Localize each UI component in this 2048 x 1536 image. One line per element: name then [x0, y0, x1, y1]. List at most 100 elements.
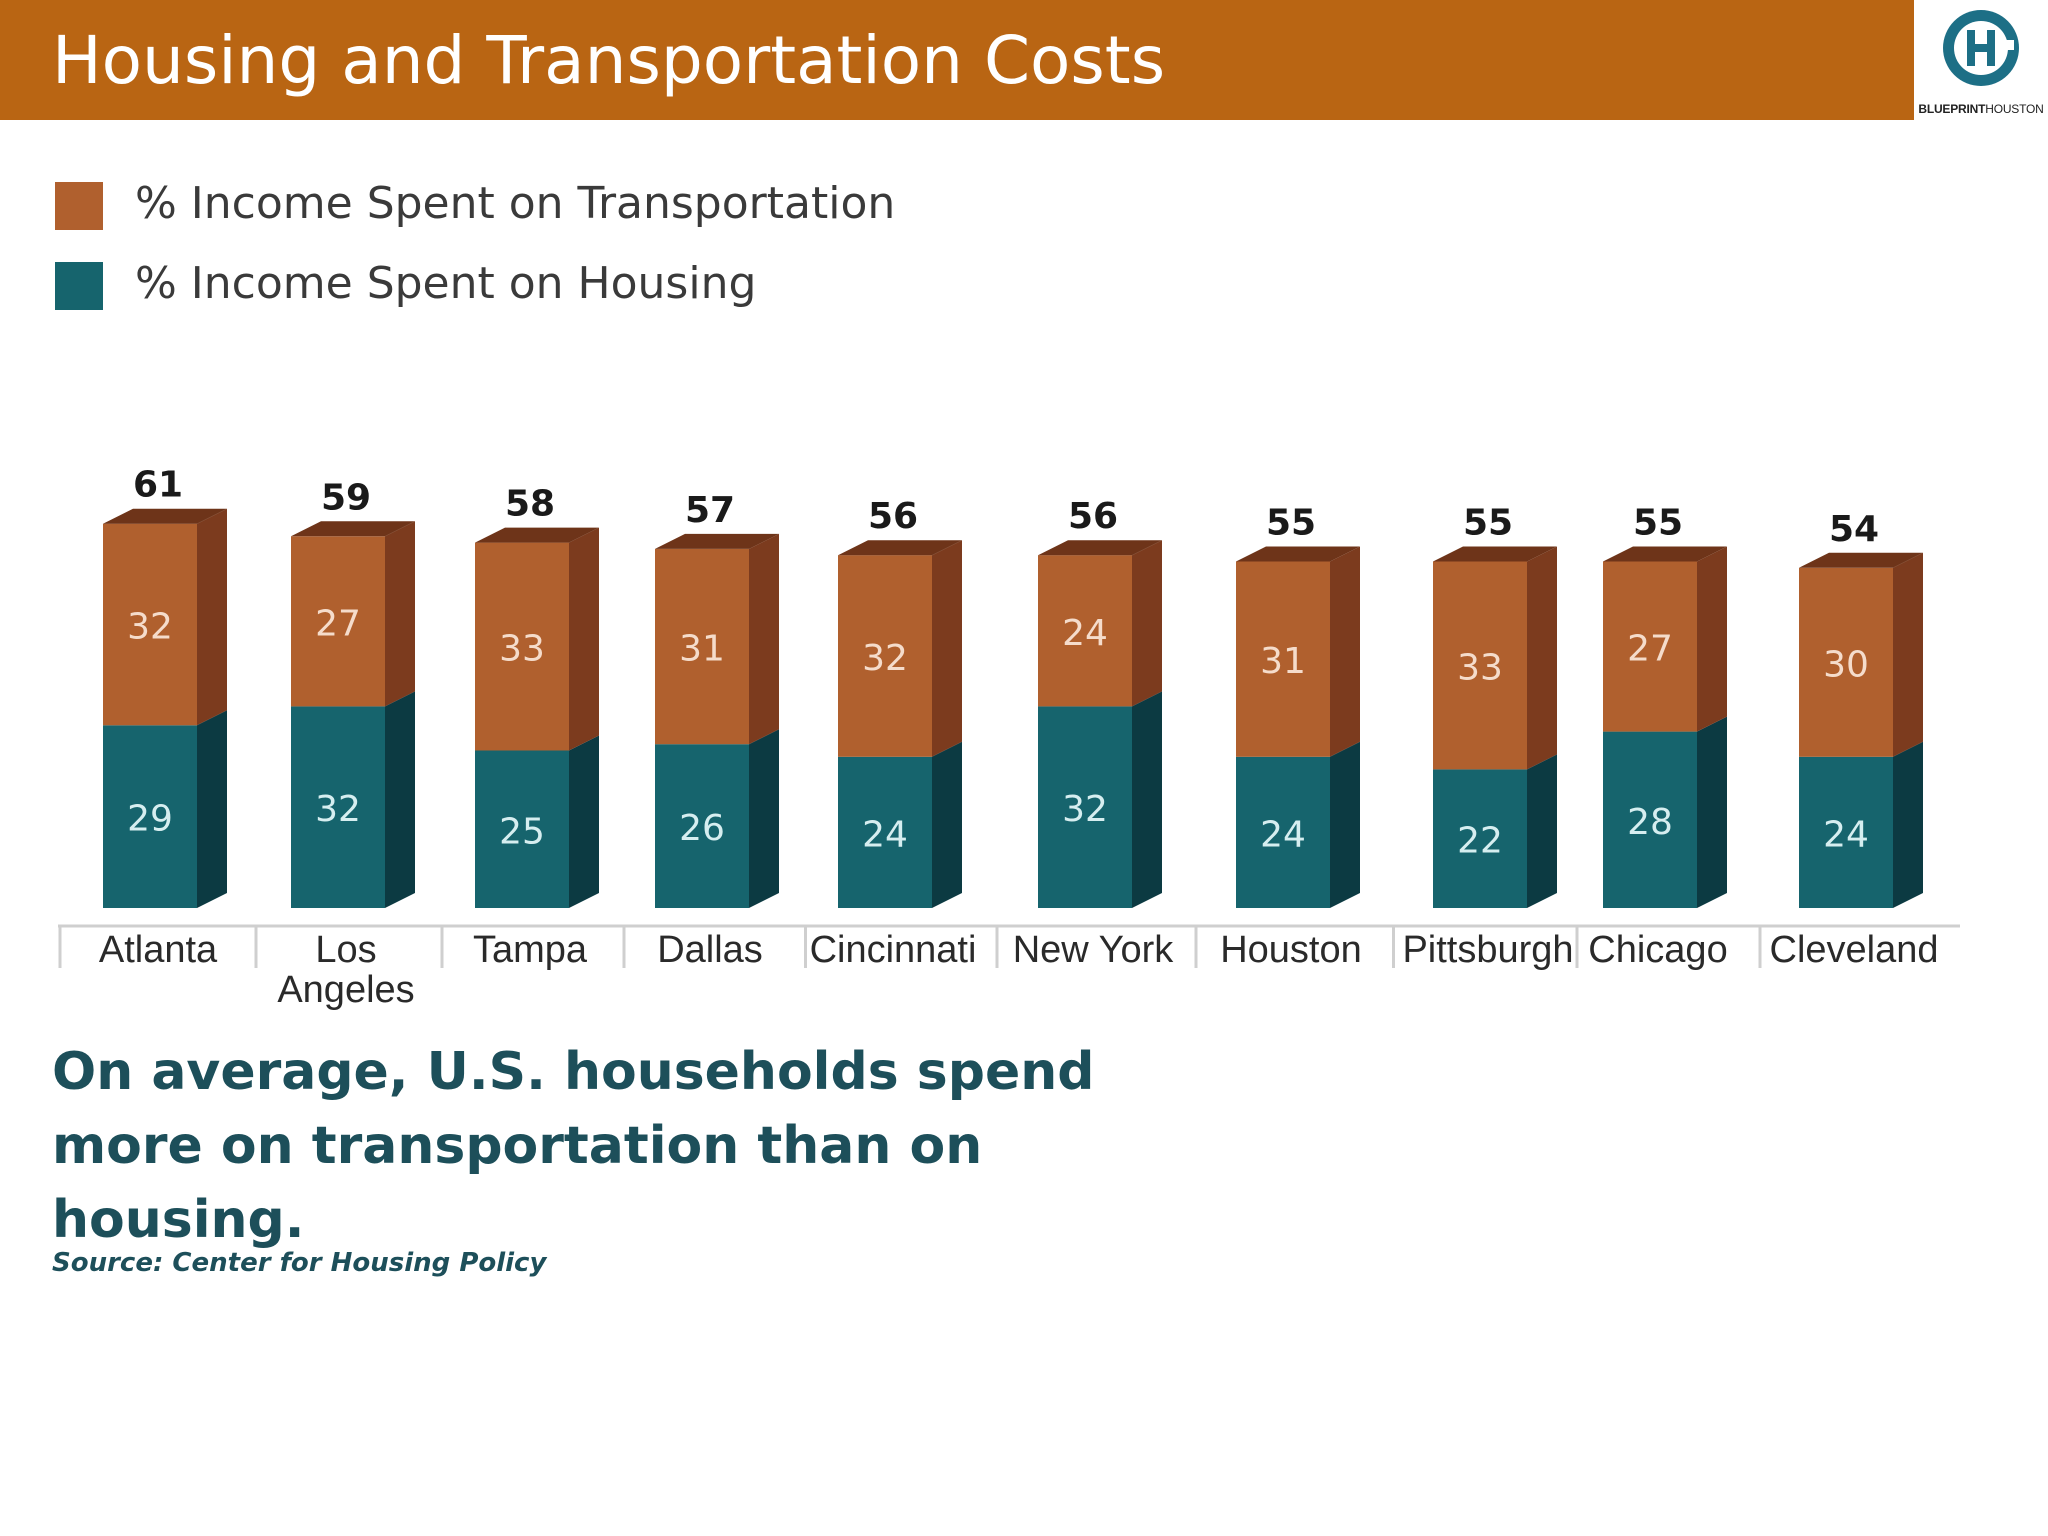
bar-housing-side [749, 729, 779, 908]
bar-housing [1236, 756, 1330, 908]
source-citation: Source: Center for Housing Policy [52, 1248, 547, 1278]
category-label: Atlanta [99, 929, 218, 971]
data-label-total: 58 [505, 484, 555, 525]
data-label-transportation: 30 [1823, 644, 1869, 685]
bar-housing [655, 744, 749, 908]
data-label-transportation: 33 [1457, 647, 1503, 688]
data-label-transportation: 32 [127, 607, 173, 648]
bar-top-face [655, 533, 779, 549]
data-label-housing: 26 [679, 808, 725, 849]
category-label: Houston [1220, 929, 1362, 971]
data-label-transportation: 27 [1627, 629, 1673, 670]
bar-top-face [1236, 546, 1360, 562]
data-label-total: 59 [321, 477, 371, 518]
bar-transportation-side [1893, 552, 1923, 757]
logo-h-icon [1943, 10, 2019, 86]
category-label: Chicago [1588, 929, 1727, 971]
data-label-housing: 32 [1062, 789, 1108, 830]
bar-housing-side [197, 710, 227, 908]
category-label: Cleveland [1770, 929, 1939, 971]
bar-housing [838, 756, 932, 908]
logo-wordmark: BLUEPRINTHOUSTON [1918, 102, 2044, 116]
bar-transportation-side [1132, 540, 1162, 707]
bar-housing [103, 725, 197, 908]
data-label-transportation: 24 [1062, 613, 1108, 654]
data-label-total: 56 [868, 496, 918, 537]
bar-transportation [475, 542, 569, 751]
bar-transportation-side [1527, 546, 1557, 770]
bar-housing [1799, 756, 1893, 908]
legend-label-transportation: % Income Spent on Transportation [135, 178, 896, 229]
bar-top-face [1038, 540, 1162, 556]
bar-transportation [838, 555, 932, 757]
bar-transportation [1603, 561, 1697, 732]
bar-transportation [1236, 561, 1330, 757]
bar-top-face [291, 521, 415, 537]
blueprint-houston-logo: BLUEPRINTHOUSTON [1914, 0, 2048, 120]
bar-transportation [1433, 561, 1527, 770]
bar-transportation-side [385, 521, 415, 707]
data-label-total: 61 [133, 465, 183, 506]
bar-top-face [838, 540, 962, 556]
bar-housing-side [385, 691, 415, 908]
bar-housing [1433, 769, 1527, 908]
title-bar: Housing and Transportation Costs BLUEPRI… [0, 0, 2048, 120]
data-label-housing: 22 [1457, 821, 1503, 862]
bar-housing-side [1330, 741, 1360, 908]
data-label-total: 57 [685, 490, 735, 531]
data-label-transportation: 31 [679, 629, 725, 670]
bar-housing [1603, 731, 1697, 908]
legend-label-housing: % Income Spent on Housing [135, 258, 757, 309]
data-label-housing: 24 [862, 814, 908, 855]
bar-transportation-side [569, 527, 599, 751]
bar-top-face [1433, 546, 1557, 562]
data-label-total: 55 [1266, 503, 1316, 544]
category-label: Pittsburgh [1402, 929, 1573, 971]
bar-top-face [475, 527, 599, 543]
legend-swatch-transportation [55, 182, 103, 230]
bar-transportation-side [1330, 546, 1360, 757]
bar-housing-side [1132, 691, 1162, 908]
bar-transportation [1038, 555, 1132, 707]
data-label-housing: 28 [1627, 802, 1673, 843]
data-label-housing: 32 [315, 789, 361, 830]
bar-housing-side [1527, 754, 1557, 908]
data-label-transportation: 31 [1260, 641, 1306, 682]
category-label: Los [315, 929, 376, 971]
bar-housing [1038, 706, 1132, 908]
data-label-total: 55 [1463, 503, 1513, 544]
category-label: Tampa [473, 929, 588, 971]
bar-housing-side [932, 741, 962, 908]
bar-transportation-side [749, 533, 779, 745]
bar-housing-side [1697, 716, 1727, 908]
bar-transportation-side [197, 508, 227, 726]
category-label: Angeles [277, 969, 414, 1011]
bar-housing-side [569, 735, 599, 908]
data-label-housing: 29 [127, 799, 173, 840]
bar-housing-side [1893, 741, 1923, 908]
page-title: Housing and Transportation Costs [52, 22, 1166, 99]
bar-top-face [1603, 546, 1727, 562]
category-label: New York [1013, 929, 1175, 971]
legend-swatch-housing [55, 262, 103, 310]
bar-top-face [1799, 552, 1923, 568]
bar-housing [475, 750, 569, 908]
bar-housing [291, 706, 385, 908]
bar-transportation [1799, 567, 1893, 757]
data-label-transportation: 32 [862, 638, 908, 679]
bar-transportation [103, 523, 197, 726]
category-label: Cincinnati [810, 929, 977, 971]
data-label-transportation: 33 [499, 629, 545, 670]
data-label-housing: 24 [1260, 814, 1306, 855]
data-label-housing: 25 [499, 811, 545, 852]
data-label-housing: 24 [1823, 814, 1869, 855]
bar-transportation [655, 548, 749, 745]
category-label: Dallas [657, 929, 763, 971]
data-label-total: 56 [1068, 496, 1118, 537]
data-label-total: 54 [1829, 509, 1879, 550]
bar-transportation-side [1697, 546, 1727, 732]
bar-transportation [291, 536, 385, 707]
bar-transportation-side [932, 540, 962, 757]
data-label-transportation: 27 [315, 603, 361, 644]
